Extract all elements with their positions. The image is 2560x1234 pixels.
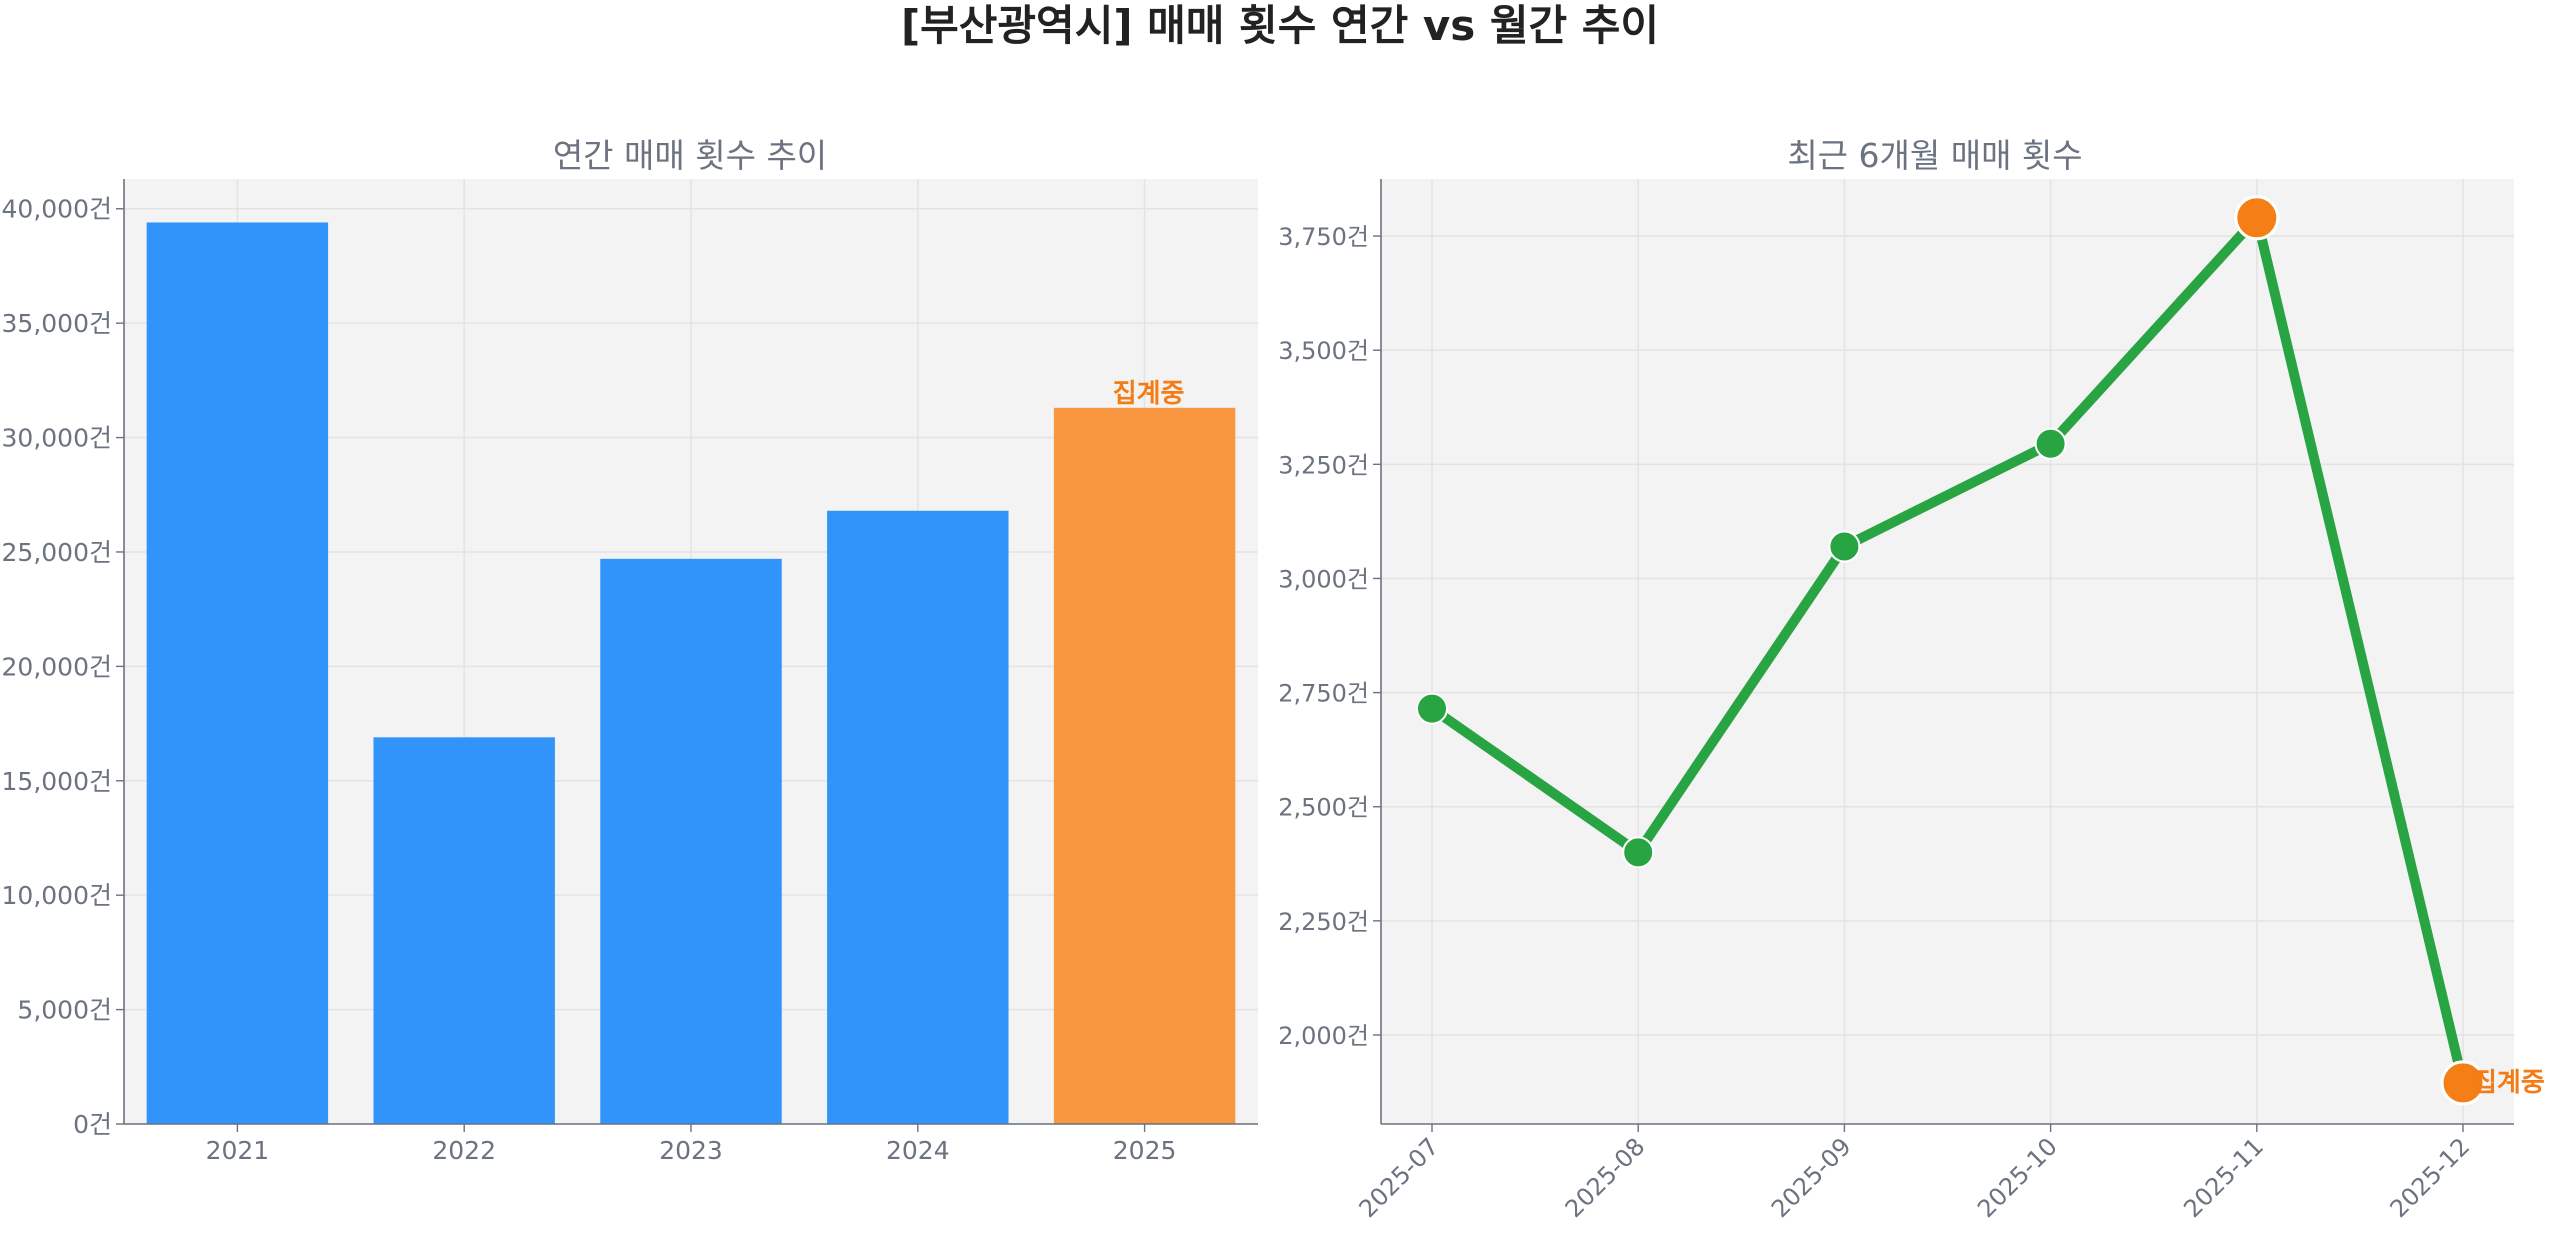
point-2025-09 xyxy=(1828,530,1861,563)
annual-x-tick-label: 2024 xyxy=(886,1136,950,1165)
annual-x-ticks: 2021 2022 2023 2024 2025 xyxy=(206,1124,1177,1165)
monthly-y-tick-label: 3,000건 xyxy=(1278,565,1369,593)
monthly-x-ticks: 2025-07 2025-08 2025-09 2025-10 2025-11 2025-… xyxy=(1354,1124,2476,1223)
annual-y-tick-label: 30,000건 xyxy=(2,424,112,453)
point-2025-07 xyxy=(1416,692,1448,725)
bar-2022 xyxy=(373,737,555,1124)
annual-x-tick-label: 2021 xyxy=(206,1136,270,1165)
monthly-y-tick-label: 3,750건 xyxy=(1278,223,1369,251)
annual-annotation: 집계중 xyxy=(1113,379,1185,409)
figure-title: [부산광역시] 매매 횟수 연간 vs 월간 추이 xyxy=(901,1,1659,50)
monthly-plot-background xyxy=(1381,179,2514,1124)
annual-y-tick-label: 0건 xyxy=(73,1110,112,1139)
annual-y-tick-label: 10,000건 xyxy=(2,881,112,910)
bar-2021 xyxy=(146,222,329,1124)
monthly-series-line xyxy=(1427,212,2468,1088)
monthly-y-tick-label: 2,500건 xyxy=(1278,794,1369,822)
monthly-x-tick-label: 2025-12 xyxy=(2385,1132,2476,1223)
bar-2025 xyxy=(1053,407,1236,1124)
annual-y-tick-label: 25,000건 xyxy=(2,538,112,567)
monthly-y-tick-label: 3,500건 xyxy=(1278,337,1369,365)
monthly-x-tick-label: 2025-08 xyxy=(1560,1132,1651,1223)
annual-y-tick-label: 35,000건 xyxy=(2,309,112,338)
annual-bar-chart: 연간 매매 횟수 추이 집계중 0건 5,000건 10,000건 15,000건 20… xyxy=(2,136,1258,1165)
monthly-y-tick-label: 2,000건 xyxy=(1278,1022,1369,1050)
annual-x-tick-label: 2022 xyxy=(432,1136,496,1165)
annual-chart-title: 연간 매매 횟수 추이 xyxy=(553,136,827,175)
annual-x-tick-label: 2025 xyxy=(1113,1136,1177,1165)
monthly-annotations: 집계중 xyxy=(2473,1068,2545,1098)
annual-annotations: 집계중 xyxy=(1113,379,1185,409)
monthly-grid xyxy=(1381,179,2514,1124)
bar-2024 xyxy=(827,510,1009,1124)
monthly-y-tick-label: 2,750건 xyxy=(1278,680,1369,708)
monthly-annotation: 집계중 xyxy=(2473,1068,2545,1098)
annual-y-tick-label: 5,000건 xyxy=(17,996,112,1025)
annual-y-tick-label: 15,000건 xyxy=(2,767,112,796)
point-2025-12 xyxy=(2440,1060,2486,1106)
annual-x-tick-label: 2023 xyxy=(659,1136,723,1165)
annual-y-ticks: 0건 5,000건 10,000건 15,000건 20,000건 25,000건 30,0… xyxy=(2,195,124,1139)
monthly-x-tick-label: 2025-11 xyxy=(2178,1132,2269,1223)
point-2025-11 xyxy=(2234,195,2280,241)
monthly-line-chart: 최근 6개월 매매 횟수 집계중 2,000건 2,250건 2,500건 2,750… xyxy=(1278,136,2545,1223)
monthly-chart-title: 최근 6개월 매매 횟수 xyxy=(1787,136,2082,175)
monthly-x-tick-label: 2025-07 xyxy=(1354,1132,1445,1223)
monthly-y-tick-label: 3,250건 xyxy=(1278,451,1369,479)
monthly-y-ticks: 2,000건 2,250건 2,500건 2,750건 3,000건 3,250건 3,50… xyxy=(1278,223,1381,1050)
monthly-x-tick-label: 2025-10 xyxy=(1972,1132,2063,1223)
annual-bars xyxy=(146,222,1236,1124)
monthly-x-tick-label: 2025-09 xyxy=(1766,1132,1857,1223)
monthly-series xyxy=(1416,195,2486,1106)
bar-2023 xyxy=(600,558,782,1124)
annual-y-tick-label: 40,000건 xyxy=(2,195,112,224)
monthly-y-tick-label: 2,250건 xyxy=(1278,908,1369,936)
point-2025-10 xyxy=(2034,427,2067,460)
point-2025-08 xyxy=(1622,836,1655,869)
annual-y-tick-label: 20,000건 xyxy=(2,652,112,681)
